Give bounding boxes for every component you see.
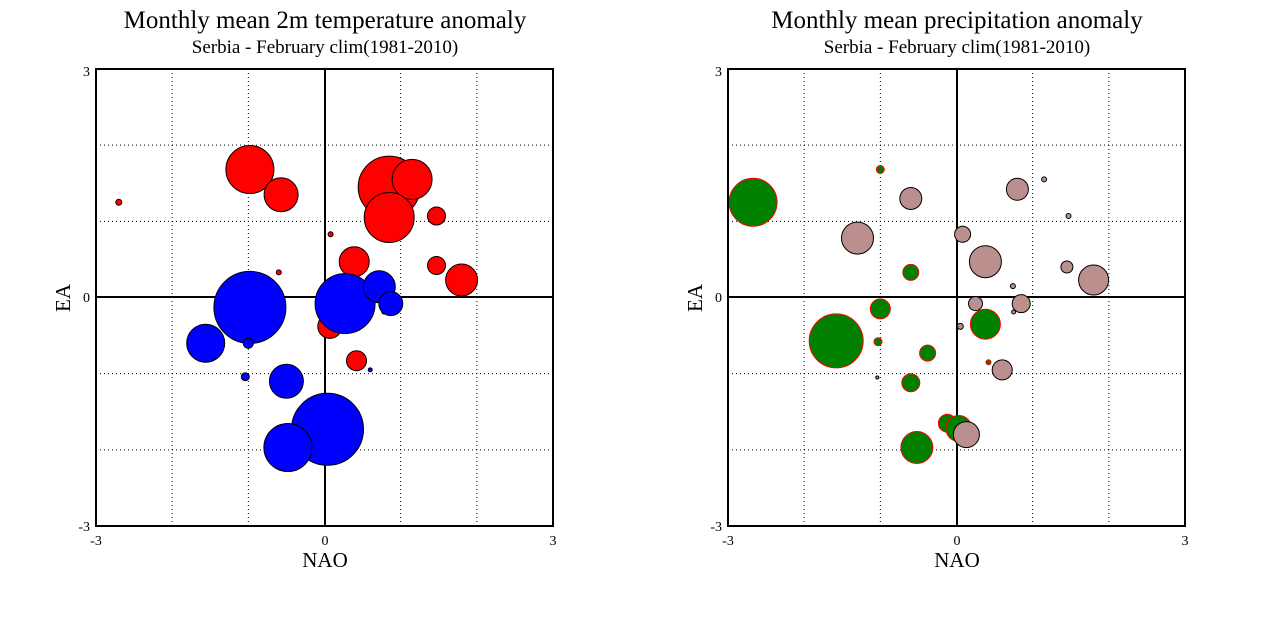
cold-anomaly-marker (314, 273, 376, 335)
warm-anomaly-marker (327, 231, 334, 238)
temperature-x-axis-label: NAO (302, 548, 348, 572)
temperature-markers (115, 145, 479, 472)
wet-anomaly-marker (875, 165, 885, 174)
wet-anomaly-marker (873, 337, 883, 347)
wet-anomaly-marker (902, 263, 920, 281)
wet-anomaly-marker (919, 344, 937, 362)
temperature-xtick-left: -3 (90, 534, 102, 549)
precipitation-xtick-mid: 0 (954, 534, 961, 549)
warm-anomaly-marker (275, 269, 282, 276)
cold-anomaly-marker (213, 270, 287, 344)
warm-anomaly-marker (427, 206, 446, 226)
wet-anomaly-marker (969, 308, 1001, 340)
cold-anomaly-marker (186, 323, 226, 363)
precipitation-ytick-bottom: -3 (710, 520, 722, 535)
dry-anomaly-marker (875, 375, 880, 380)
temperature-plot-frame (95, 68, 554, 527)
cold-anomaly-marker (367, 367, 373, 373)
precipitation-ytick-mid: 0 (715, 291, 722, 306)
dry-anomaly-marker (968, 296, 983, 312)
warm-anomaly-marker (427, 256, 446, 275)
dry-anomaly-marker (1041, 176, 1048, 183)
dry-anomaly-marker (1005, 177, 1029, 201)
warm-anomaly-marker (363, 192, 415, 243)
wet-anomaly-marker (985, 359, 992, 366)
warm-anomaly-marker (391, 158, 433, 200)
precipitation-panel: Monthly mean precipitation anomaly Serbi… (683, 7, 1189, 572)
wet-anomaly-marker (901, 373, 921, 393)
precipitation-ytick-top: 3 (715, 65, 722, 80)
wet-anomaly-marker (900, 431, 934, 464)
dry-anomaly-marker (991, 359, 1013, 381)
dry-anomaly-marker (1078, 264, 1110, 296)
dry-anomaly-marker (1060, 260, 1074, 274)
temperature-y-axis-label: EA (51, 283, 75, 312)
precipitation-chart-subtitle: Serbia - February clim(1981-2010) (824, 37, 1090, 58)
precipitation-chart-title: Monthly mean precipitation anomaly (771, 7, 1143, 34)
wet-anomaly-marker (728, 177, 778, 227)
temperature-ytick-bottom: -3 (78, 520, 90, 535)
cold-anomaly-marker (268, 363, 304, 399)
temperature-panel: Monthly mean 2m temperature anomaly Serb… (51, 7, 557, 572)
warm-anomaly-marker (263, 177, 299, 213)
warm-anomaly-marker (225, 145, 275, 194)
precipitation-markers (728, 165, 1110, 464)
precipitation-y-axis-label: EA (683, 283, 707, 312)
precipitation-x-axis-label: NAO (934, 548, 980, 572)
precipitation-xtick-left: -3 (722, 534, 734, 549)
cold-anomaly-marker (263, 423, 313, 472)
dry-anomaly-marker (1065, 213, 1072, 219)
dry-anomaly-marker (954, 225, 972, 243)
cold-anomaly-marker (378, 291, 404, 317)
warm-anomaly-marker (115, 198, 123, 206)
temperature-xtick-right: 3 (550, 534, 557, 549)
temperature-ytick-top: 3 (83, 65, 90, 80)
dry-anomaly-marker (1009, 283, 1016, 290)
temperature-xtick-mid: 0 (322, 534, 329, 549)
dry-anomaly-marker (841, 221, 874, 255)
dry-anomaly-marker (968, 245, 1002, 279)
dry-anomaly-marker (899, 187, 923, 210)
precipitation-plot-frame (727, 68, 1186, 527)
warm-anomaly-marker (445, 263, 479, 297)
wet-anomaly-marker (869, 298, 891, 320)
temperature-chart-subtitle: Serbia - February clim(1981-2010) (192, 37, 458, 58)
dry-anomaly-marker (1011, 294, 1031, 314)
dry-anomaly-marker (956, 322, 964, 330)
precipitation-xtick-right: 3 (1182, 534, 1189, 549)
temperature-chart-title: Monthly mean 2m temperature anomaly (124, 7, 527, 34)
dry-anomaly-marker (1011, 309, 1017, 315)
warm-anomaly-marker (346, 350, 367, 372)
cold-anomaly-marker (240, 372, 250, 382)
dry-anomaly-marker (952, 421, 980, 449)
wet-anomaly-marker (808, 313, 864, 369)
cold-anomaly-marker (242, 337, 254, 349)
warm-anomaly-marker (338, 246, 370, 278)
temperature-ytick-mid: 0 (83, 291, 90, 306)
